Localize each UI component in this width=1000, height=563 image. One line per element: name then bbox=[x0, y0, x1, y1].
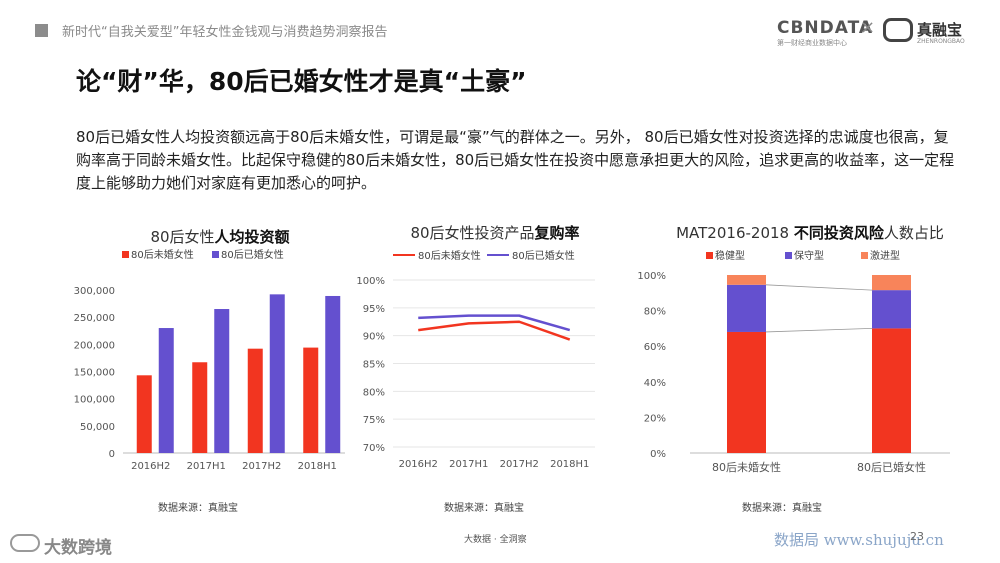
chart2-y-tick: 100% bbox=[356, 276, 385, 287]
logo-separator: × bbox=[860, 17, 876, 38]
chart3-legend-label: 保守型 bbox=[794, 249, 824, 262]
chart-repurchase-rate: 80后女性投资产品复购率 80后未婚女性 80后已婚女性 70% 75% 80% 85% 90… bbox=[355, 220, 625, 475]
chart3-y-tick: 40% bbox=[644, 378, 666, 389]
chart1-bar bbox=[136, 375, 152, 453]
page-headline: 论“财”华，80后已婚女性才是真“土豪” bbox=[76, 67, 527, 96]
chart1-title: 80后女性人均投资额 bbox=[150, 228, 289, 246]
chart3-legend-swatch bbox=[861, 252, 868, 259]
cbndata-logo-sub: 第一财经商业数据中心 bbox=[777, 39, 847, 47]
chart2-y-tick: 70% bbox=[363, 443, 385, 454]
chart1-source: 数据来源：真融宝 bbox=[158, 503, 238, 514]
chart1-legend-label: 80后未婚女性 bbox=[131, 248, 194, 261]
chart3-legend-swatch bbox=[785, 252, 792, 259]
chart1-bar bbox=[158, 328, 174, 453]
partner-logo-icon bbox=[883, 18, 913, 42]
chart3-y-tick: 60% bbox=[644, 342, 666, 353]
chart1-legend-swatch bbox=[212, 251, 219, 258]
chart-repurchase-svg: 80后女性投资产品复购率 80后未婚女性 80后已婚女性 70% 75% 80% 85% 90… bbox=[356, 224, 595, 470]
chart3-stack-segment bbox=[872, 328, 911, 453]
footer-slogan: 大数据 · 全洞察 bbox=[464, 535, 527, 545]
chart1-bar bbox=[303, 347, 319, 453]
chart3-y-tick: 0% bbox=[650, 449, 666, 460]
chart1-legend-label: 80后已婚女性 bbox=[221, 248, 284, 261]
chart1-bar bbox=[192, 362, 208, 453]
partner-logo-sub: ZHENRONGBAO bbox=[917, 38, 965, 45]
chart3-stack-segment bbox=[727, 331, 766, 453]
chart1-x-tick: 2017H2 bbox=[242, 461, 281, 472]
bottom-logo: 大数跨境 bbox=[44, 538, 112, 558]
chart2-y-tick: 75% bbox=[363, 415, 385, 426]
chart1-bar bbox=[325, 295, 341, 453]
chart3-y-tick: 100% bbox=[637, 271, 666, 282]
chart3-stack-segment bbox=[872, 290, 911, 329]
chart2-x-tick: 2016H2 bbox=[399, 459, 438, 470]
chart3-stack-segment bbox=[872, 275, 911, 291]
chart1-y-tick: 250,000 bbox=[74, 313, 115, 324]
chart3-y-tick: 20% bbox=[644, 413, 666, 424]
page-number: 23 bbox=[910, 530, 924, 543]
chart1-y-tick: 200,000 bbox=[74, 340, 115, 351]
chart2-y-tick: 95% bbox=[363, 304, 385, 315]
chart2-x-tick: 2018H1 bbox=[550, 459, 589, 470]
chart2-source: 数据来源：真融宝 bbox=[444, 503, 524, 514]
chart1-x-tick: 2018H1 bbox=[298, 461, 337, 472]
chart3-stack-segment bbox=[727, 275, 766, 285]
chart2-y-tick: 90% bbox=[363, 332, 385, 343]
chart1-legend-swatch bbox=[122, 251, 129, 258]
report-title: 新时代“自我关爱型”年轻女性金钱观与消费趋势洞察报告 bbox=[62, 25, 388, 40]
chart3-legend-label: 稳健型 bbox=[715, 249, 745, 262]
chart3-connector-line bbox=[765, 328, 873, 333]
chart2-y-tick: 85% bbox=[363, 360, 385, 371]
header-marker bbox=[35, 24, 48, 37]
chart1-bar bbox=[214, 309, 230, 453]
chart1-x-tick: 2017H1 bbox=[187, 461, 226, 472]
site-watermark: 数据局 www.shujuju.cn bbox=[774, 531, 944, 549]
chart1-y-tick: 0 bbox=[109, 449, 115, 460]
chart-risk-share: MAT2016-2018 不同投资风险人数占比稳健型 保守型 激进型 0% 20% 40%… bbox=[637, 220, 980, 482]
chart2-x-tick: 2017H1 bbox=[449, 459, 488, 470]
chart3-connector-line bbox=[765, 284, 873, 291]
chart3-title: MAT2016-2018 不同投资风险人数占比 bbox=[676, 224, 944, 242]
chart1-y-tick: 150,000 bbox=[74, 368, 115, 379]
chart2-legend-label: 80后未婚女性 bbox=[418, 249, 481, 262]
chart3-stack-segment bbox=[727, 284, 766, 332]
chart2-legend-label: 80后已婚女性 bbox=[512, 249, 575, 262]
chart3-x-tick: 80后未婚女性 bbox=[712, 460, 781, 474]
bottom-logo-icon bbox=[10, 534, 40, 552]
chart1-x-tick: 2016H2 bbox=[131, 461, 170, 472]
cbndata-logo: CBNDATA bbox=[777, 18, 874, 38]
chart3-y-tick: 80% bbox=[644, 307, 666, 318]
chart3-x-tick: 80后已婚女性 bbox=[857, 460, 926, 474]
chart3-legend-swatch bbox=[706, 252, 713, 259]
partner-logo: 真融宝 bbox=[917, 21, 963, 39]
chart1-bar bbox=[247, 348, 263, 453]
chart3-legend-label: 激进型 bbox=[870, 249, 900, 262]
chart2-x-tick: 2017H2 bbox=[500, 459, 539, 470]
chart2-y-tick: 80% bbox=[363, 387, 385, 398]
chart2-series-line bbox=[418, 320, 571, 341]
chart1-y-tick: 100,000 bbox=[74, 395, 115, 406]
chart1-y-tick: 50,000 bbox=[80, 422, 115, 433]
chart2-title: 80后女性投资产品复购率 bbox=[410, 224, 579, 242]
chart-investment-svg: 80后女性人均投资额 80后未婚女性 80后已婚女性 0 50,000 100,000 15… bbox=[74, 228, 345, 472]
chart1-bar bbox=[269, 294, 285, 453]
chart-investment-per-capita: 80后女性人均投资额 80后未婚女性 80后已婚女性 0 50,000 100,000 15… bbox=[60, 220, 360, 475]
chart2-series-line bbox=[418, 314, 571, 332]
chart1-y-tick: 300,000 bbox=[74, 286, 115, 297]
summary-paragraph: 80后已婚女性人均投资额远高于80后未婚女性，可谓是最“豪”气的群体之一。另外，… bbox=[76, 128, 955, 192]
chart3-source: 数据来源：真融宝 bbox=[742, 503, 822, 514]
